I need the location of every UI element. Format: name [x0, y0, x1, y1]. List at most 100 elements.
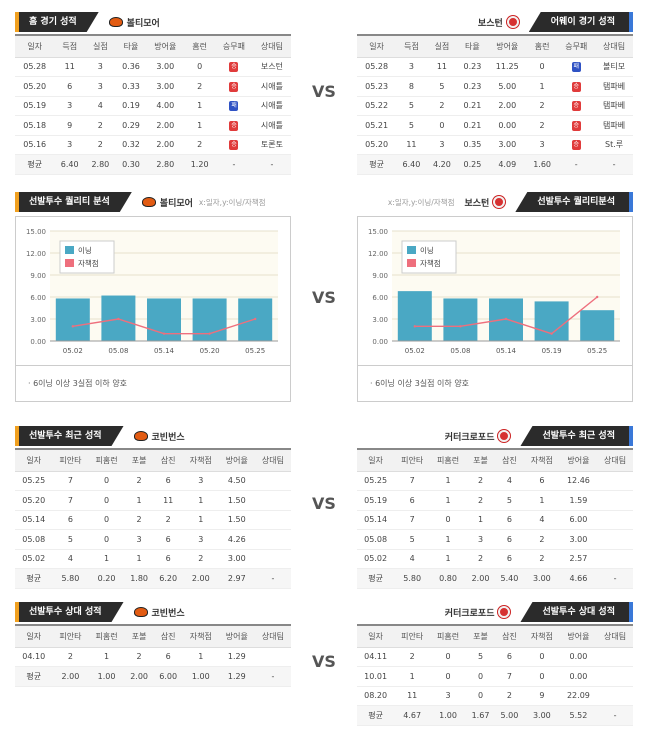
average-cell: 1.00: [88, 666, 125, 687]
table-cell: [254, 510, 291, 530]
orioles-logo-icon: [133, 607, 148, 617]
column-header: 삼진: [494, 625, 524, 648]
average-cell: 평균: [357, 705, 395, 726]
chart-footer: · 6이닝 이상 3실점 이하 양호: [357, 366, 633, 402]
average-row: 평균 2.00 1.00 2.00 6.00 1.00 1.29-: [15, 666, 291, 687]
table-cell: 2: [466, 471, 495, 491]
table-row: 05.14 7 0 1 6 4 6.00: [357, 510, 633, 530]
win-badge: 승: [571, 101, 581, 112]
quality-chart-left-section: 선발투수 퀄리티 분석 볼티모어 x:일자,y:이닝/자책점 0.00 3.00 6…: [15, 190, 291, 402]
table-row: 05.08 5 0 3 6 3 4.26: [15, 529, 291, 550]
table-cell: 1: [182, 490, 219, 511]
column-header: 자책점: [523, 449, 560, 472]
table-row: 05.16 3 2 0.32 2.00 2 승 토론토: [15, 135, 291, 155]
innings-bar: [397, 291, 432, 341]
table-cell: 05.08: [357, 529, 395, 550]
innings-bar: [443, 298, 478, 341]
average-cell: 1.20: [184, 154, 215, 175]
table-cell: 승: [557, 76, 596, 97]
table-cell: 3: [85, 57, 116, 77]
table-cell: 4: [85, 96, 116, 116]
table-row: 08.20 11 3 0 2 9 22.09: [357, 686, 633, 706]
redsox-logo-icon: [498, 430, 511, 442]
loss-badge: 패: [229, 101, 239, 112]
average-cell: -: [597, 568, 633, 589]
table-cell: 0: [523, 666, 560, 687]
average-cell: 평균: [357, 568, 395, 589]
bullet-icon: ·: [370, 379, 373, 388]
table-cell: 0: [88, 490, 125, 511]
column-header: 타율: [115, 35, 147, 58]
table-cell: 5: [396, 96, 427, 116]
table-cell: 4: [523, 510, 560, 530]
average-cell: 2.00: [52, 666, 89, 687]
average-cell: -: [254, 666, 291, 687]
table-cell: 9: [523, 686, 560, 706]
table-header-row: 일자 득점 실점 타율 방어율 홈런 승무패 상대팀: [357, 35, 633, 58]
average-cell: 4.66: [559, 568, 598, 589]
table-cell: 탬파베: [595, 115, 633, 136]
table-cell: 3: [54, 135, 86, 155]
column-header: 일자: [15, 449, 53, 472]
table-cell: 2: [184, 135, 215, 155]
column-header: 상대팀: [254, 625, 291, 648]
table-cell: 승: [214, 57, 253, 77]
table-row: 05.02 4 1 2 6 2 2.57: [357, 549, 633, 569]
table-cell: 3: [124, 529, 154, 550]
table-cell: 2.00: [487, 96, 527, 116]
table-row: 05.14 6 0 2 2 1 1.50: [15, 510, 291, 530]
table-row: 05.21 5 0 0.21 0.00 2 승 탬파베: [357, 115, 633, 136]
table-cell: 6: [394, 490, 431, 511]
section-tag: 선발투수 최근 성적: [520, 426, 633, 446]
win-badge: 승: [229, 140, 239, 151]
legend-box: [401, 240, 457, 274]
table-cell: 5.00: [487, 76, 527, 97]
column-header: 홈런: [526, 35, 558, 58]
vs-label: VS: [312, 82, 336, 101]
table-cell: 05.25: [15, 471, 53, 491]
team-name: 볼티모어: [108, 16, 160, 29]
y-tick-label: 9.00: [372, 272, 388, 280]
table-cell: 0.21: [457, 96, 488, 116]
column-header: 피홈런: [88, 625, 125, 648]
loss-badge: 패: [571, 62, 581, 73]
average-cell: 3.00: [523, 705, 560, 726]
table-cell: 1: [184, 96, 215, 116]
average-cell: 1.60: [526, 154, 558, 175]
table-cell: 1: [124, 549, 154, 569]
average-cell: 0.30: [115, 154, 147, 175]
table-cell: 3: [466, 529, 495, 550]
average-row: 평균 6.40 2.80 0.30 2.80 1.20- -: [15, 154, 291, 175]
x-tick-label: 05.02: [405, 347, 425, 355]
table-cell: 05.18: [15, 115, 55, 136]
table-cell: 2: [523, 529, 560, 550]
team-name: 커터크로포드: [445, 606, 511, 619]
table-cell: 1: [430, 490, 467, 511]
vs-label: VS: [312, 652, 336, 671]
table-cell: 5: [466, 647, 495, 667]
legend-swatch: [65, 259, 74, 267]
section-tag: 선발투수 퀄리티 분석: [15, 192, 132, 212]
table-cell: 05.14: [357, 510, 395, 530]
table-cell: 2: [124, 647, 154, 667]
redsox-logo-icon: [498, 606, 511, 618]
home-record-table: 일자 득점 실점 타율 방어율 홈런 승무패 상대팀 05.28 11 3 0.36 3.00 0 승 보스턴…: [15, 34, 291, 175]
table-cell: 2: [466, 549, 495, 569]
average-cell: 0.80: [430, 568, 467, 589]
y-tick-label: 6.00: [30, 294, 46, 302]
table-cell: [597, 529, 633, 550]
pitcher-vs-left-section: 선발투수 상대 성적 코빈번스 일자 피안타 피홈런 포볼 삼진 자책점 방어율 상대팀 04.…: [15, 600, 291, 687]
table-cell: [597, 647, 633, 667]
orioles-logo-icon: [108, 17, 123, 27]
column-header: 실점: [85, 35, 116, 58]
column-header: 포볼: [466, 449, 495, 472]
section-tag: 선발투수 퀄리티분석: [515, 192, 633, 212]
table-cell: St.루: [595, 135, 633, 155]
average-cell: 1.29: [218, 666, 255, 687]
table-cell: 보스턴: [252, 57, 291, 77]
average-cell: -: [557, 154, 596, 175]
team-name: 코빈번스: [133, 606, 185, 619]
average-cell: 4.20: [426, 154, 458, 175]
column-header: 일자: [15, 625, 53, 648]
